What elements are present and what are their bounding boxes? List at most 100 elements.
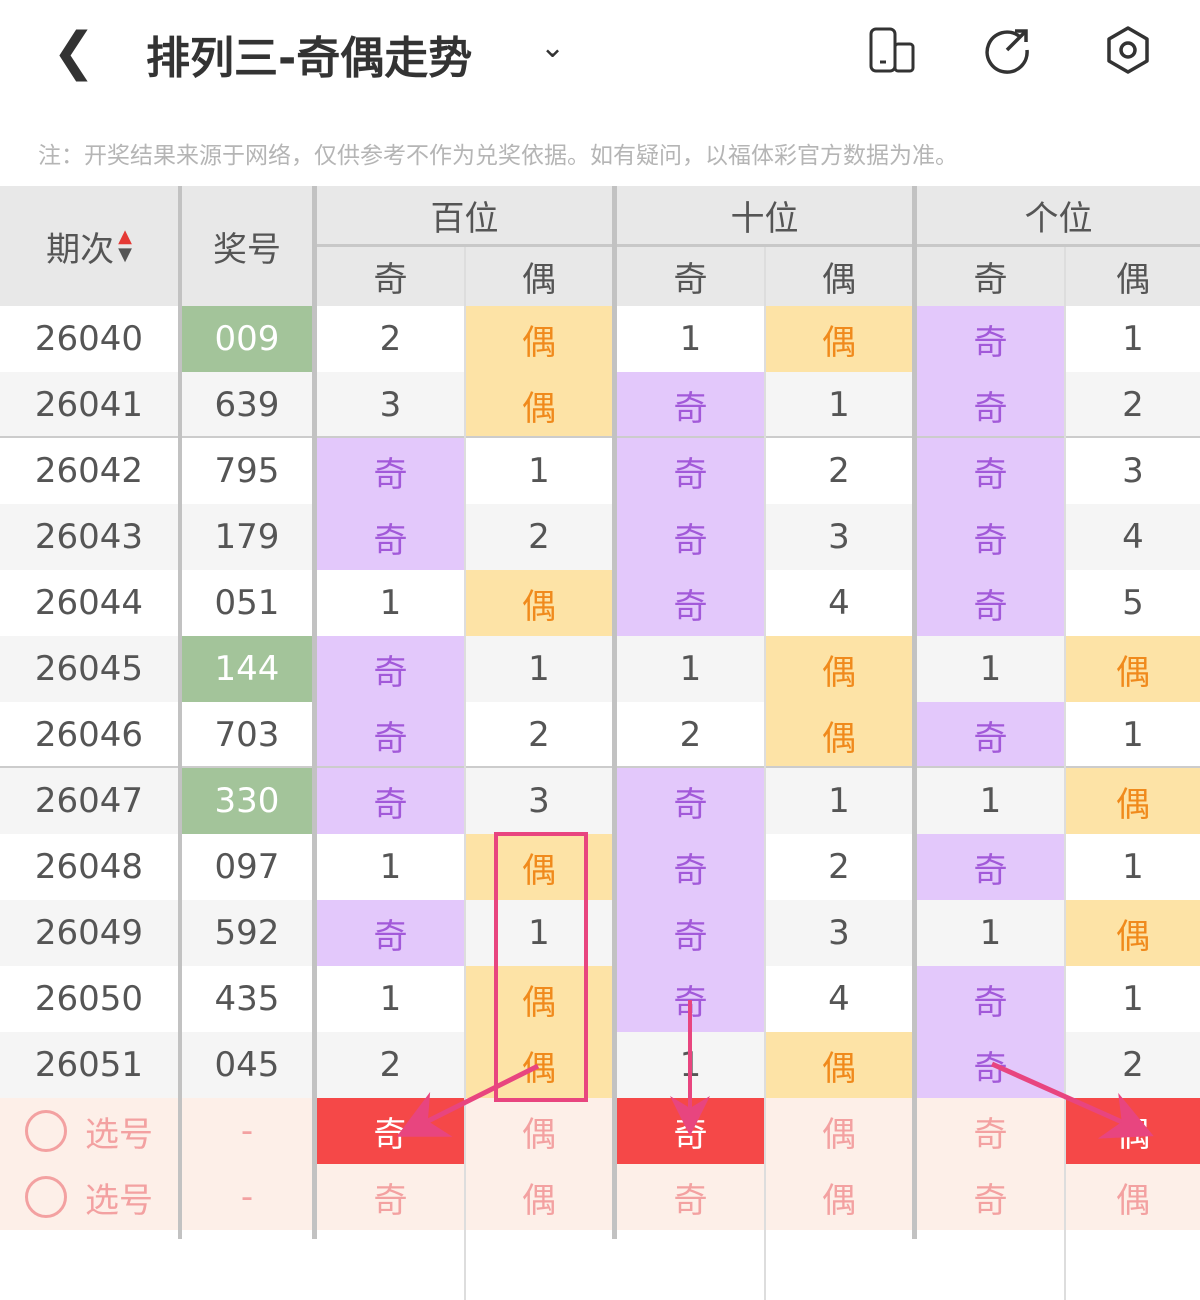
select-button[interactable]: 选号 — [0, 1164, 178, 1230]
hit-cell: 奇 — [617, 438, 764, 504]
number-cell: 795 — [182, 438, 312, 504]
select-option[interactable]: 奇 — [617, 1098, 764, 1164]
divider — [0, 766, 1200, 768]
hit-cell: 偶 — [766, 702, 912, 768]
number-cell: 703 — [182, 702, 312, 768]
omission-cell: 5 — [1066, 570, 1200, 636]
omission-cell: 2 — [766, 438, 912, 504]
divider — [464, 247, 466, 1300]
column-header-issue[interactable]: 期次 ▲ ▼ — [0, 186, 178, 306]
hit-cell: 奇 — [617, 372, 764, 438]
select-option[interactable]: 偶 — [766, 1164, 912, 1230]
select-option[interactable]: 奇 — [317, 1098, 464, 1164]
hit-cell: 奇 — [917, 966, 1064, 1032]
group-header: 个位 — [917, 186, 1200, 244]
number-placeholder: - — [182, 1164, 312, 1230]
hit-cell: 偶 — [766, 1032, 912, 1098]
issue-cell: 26041 — [0, 372, 178, 438]
number-cell: 639 — [182, 372, 312, 438]
sub-header-odd: 奇 — [317, 247, 464, 306]
omission-cell: 1 — [466, 438, 612, 504]
issue-cell: 26045 — [0, 636, 178, 702]
hit-cell: 奇 — [917, 1032, 1064, 1098]
omission-cell: 4 — [766, 966, 912, 1032]
hit-cell: 奇 — [317, 636, 464, 702]
sort-icon[interactable]: ▲ ▼ — [118, 226, 132, 265]
omission-cell: 2 — [766, 834, 912, 900]
hit-cell: 奇 — [617, 504, 764, 570]
issue-cell: 26047 — [0, 768, 178, 834]
phone-layout-icon[interactable] — [868, 26, 916, 74]
select-option[interactable]: 奇 — [917, 1164, 1064, 1230]
omission-cell: 1 — [317, 966, 464, 1032]
hit-cell: 奇 — [617, 768, 764, 834]
select-option[interactable]: 偶 — [1066, 1098, 1200, 1164]
select-option[interactable]: 偶 — [766, 1098, 912, 1164]
sub-header-even: 偶 — [466, 247, 612, 306]
select-label: 选号 — [85, 1114, 153, 1155]
number-cell: 097 — [182, 834, 312, 900]
hit-cell: 偶 — [766, 306, 912, 372]
hit-cell: 奇 — [917, 438, 1064, 504]
omission-cell: 1 — [766, 372, 912, 438]
omission-cell: 3 — [317, 372, 464, 438]
omission-cell: 1 — [917, 768, 1064, 834]
select-option[interactable]: 偶 — [466, 1098, 612, 1164]
omission-cell: 2 — [1066, 1032, 1200, 1098]
settings-icon[interactable] — [1104, 26, 1152, 74]
radio-icon[interactable] — [25, 1176, 67, 1218]
number-cell: 179 — [182, 504, 312, 570]
select-option[interactable]: 偶 — [466, 1164, 612, 1230]
disclaimer-note: 注：开奖结果来源于网络，仅供参考不作为兑奖依据。如有疑问，以福体彩官方数据为准。 — [38, 143, 958, 169]
hit-cell: 偶 — [466, 570, 612, 636]
omission-cell: 2 — [466, 504, 612, 570]
column-header-number: 奖号 — [182, 186, 312, 306]
omission-cell: 1 — [1066, 702, 1200, 768]
chevron-down-icon[interactable]: ⌄ — [540, 30, 566, 65]
omission-cell: 4 — [1066, 504, 1200, 570]
select-option[interactable]: 奇 — [317, 1164, 464, 1230]
issue-cell: 26046 — [0, 702, 178, 768]
hit-cell: 奇 — [917, 834, 1064, 900]
omission-cell: 1 — [466, 636, 612, 702]
sub-header-even: 偶 — [766, 247, 912, 306]
hit-cell: 偶 — [466, 306, 612, 372]
omission-cell: 1 — [466, 900, 612, 966]
number-cell: 144 — [182, 636, 312, 702]
omission-cell: 1 — [766, 768, 912, 834]
select-button[interactable]: 选号 — [0, 1098, 178, 1164]
select-option[interactable]: 奇 — [617, 1164, 764, 1230]
divider — [0, 436, 1200, 438]
sub-header-even: 偶 — [1066, 247, 1200, 306]
omission-cell: 3 — [466, 768, 612, 834]
select-option[interactable]: 奇 — [917, 1098, 1064, 1164]
chevron-left-icon[interactable]: ❮ — [52, 22, 96, 82]
number-cell: 009 — [182, 306, 312, 372]
number-cell: 592 — [182, 900, 312, 966]
hit-cell: 奇 — [917, 702, 1064, 768]
hit-cell: 偶 — [466, 966, 612, 1032]
omission-cell: 2 — [1066, 372, 1200, 438]
select-option[interactable]: 偶 — [1066, 1164, 1200, 1230]
radio-icon[interactable] — [25, 1110, 67, 1152]
issue-cell: 26050 — [0, 966, 178, 1032]
issue-cell: 26043 — [0, 504, 178, 570]
issue-cell: 26044 — [0, 570, 178, 636]
omission-cell: 1 — [317, 834, 464, 900]
divider — [1064, 247, 1066, 1300]
hit-cell: 偶 — [466, 372, 612, 438]
hit-cell: 奇 — [917, 570, 1064, 636]
hit-cell: 偶 — [766, 636, 912, 702]
omission-cell: 3 — [766, 504, 912, 570]
hit-cell: 奇 — [617, 900, 764, 966]
hit-cell: 偶 — [466, 1032, 612, 1098]
number-cell: 051 — [182, 570, 312, 636]
hit-cell: 偶 — [466, 834, 612, 900]
number-cell: 435 — [182, 966, 312, 1032]
group-header: 十位 — [617, 186, 912, 244]
omission-cell: 1 — [1066, 966, 1200, 1032]
divider — [178, 186, 182, 1239]
share-icon[interactable] — [983, 26, 1031, 74]
issue-cell: 26042 — [0, 438, 178, 504]
number-cell: 045 — [182, 1032, 312, 1098]
